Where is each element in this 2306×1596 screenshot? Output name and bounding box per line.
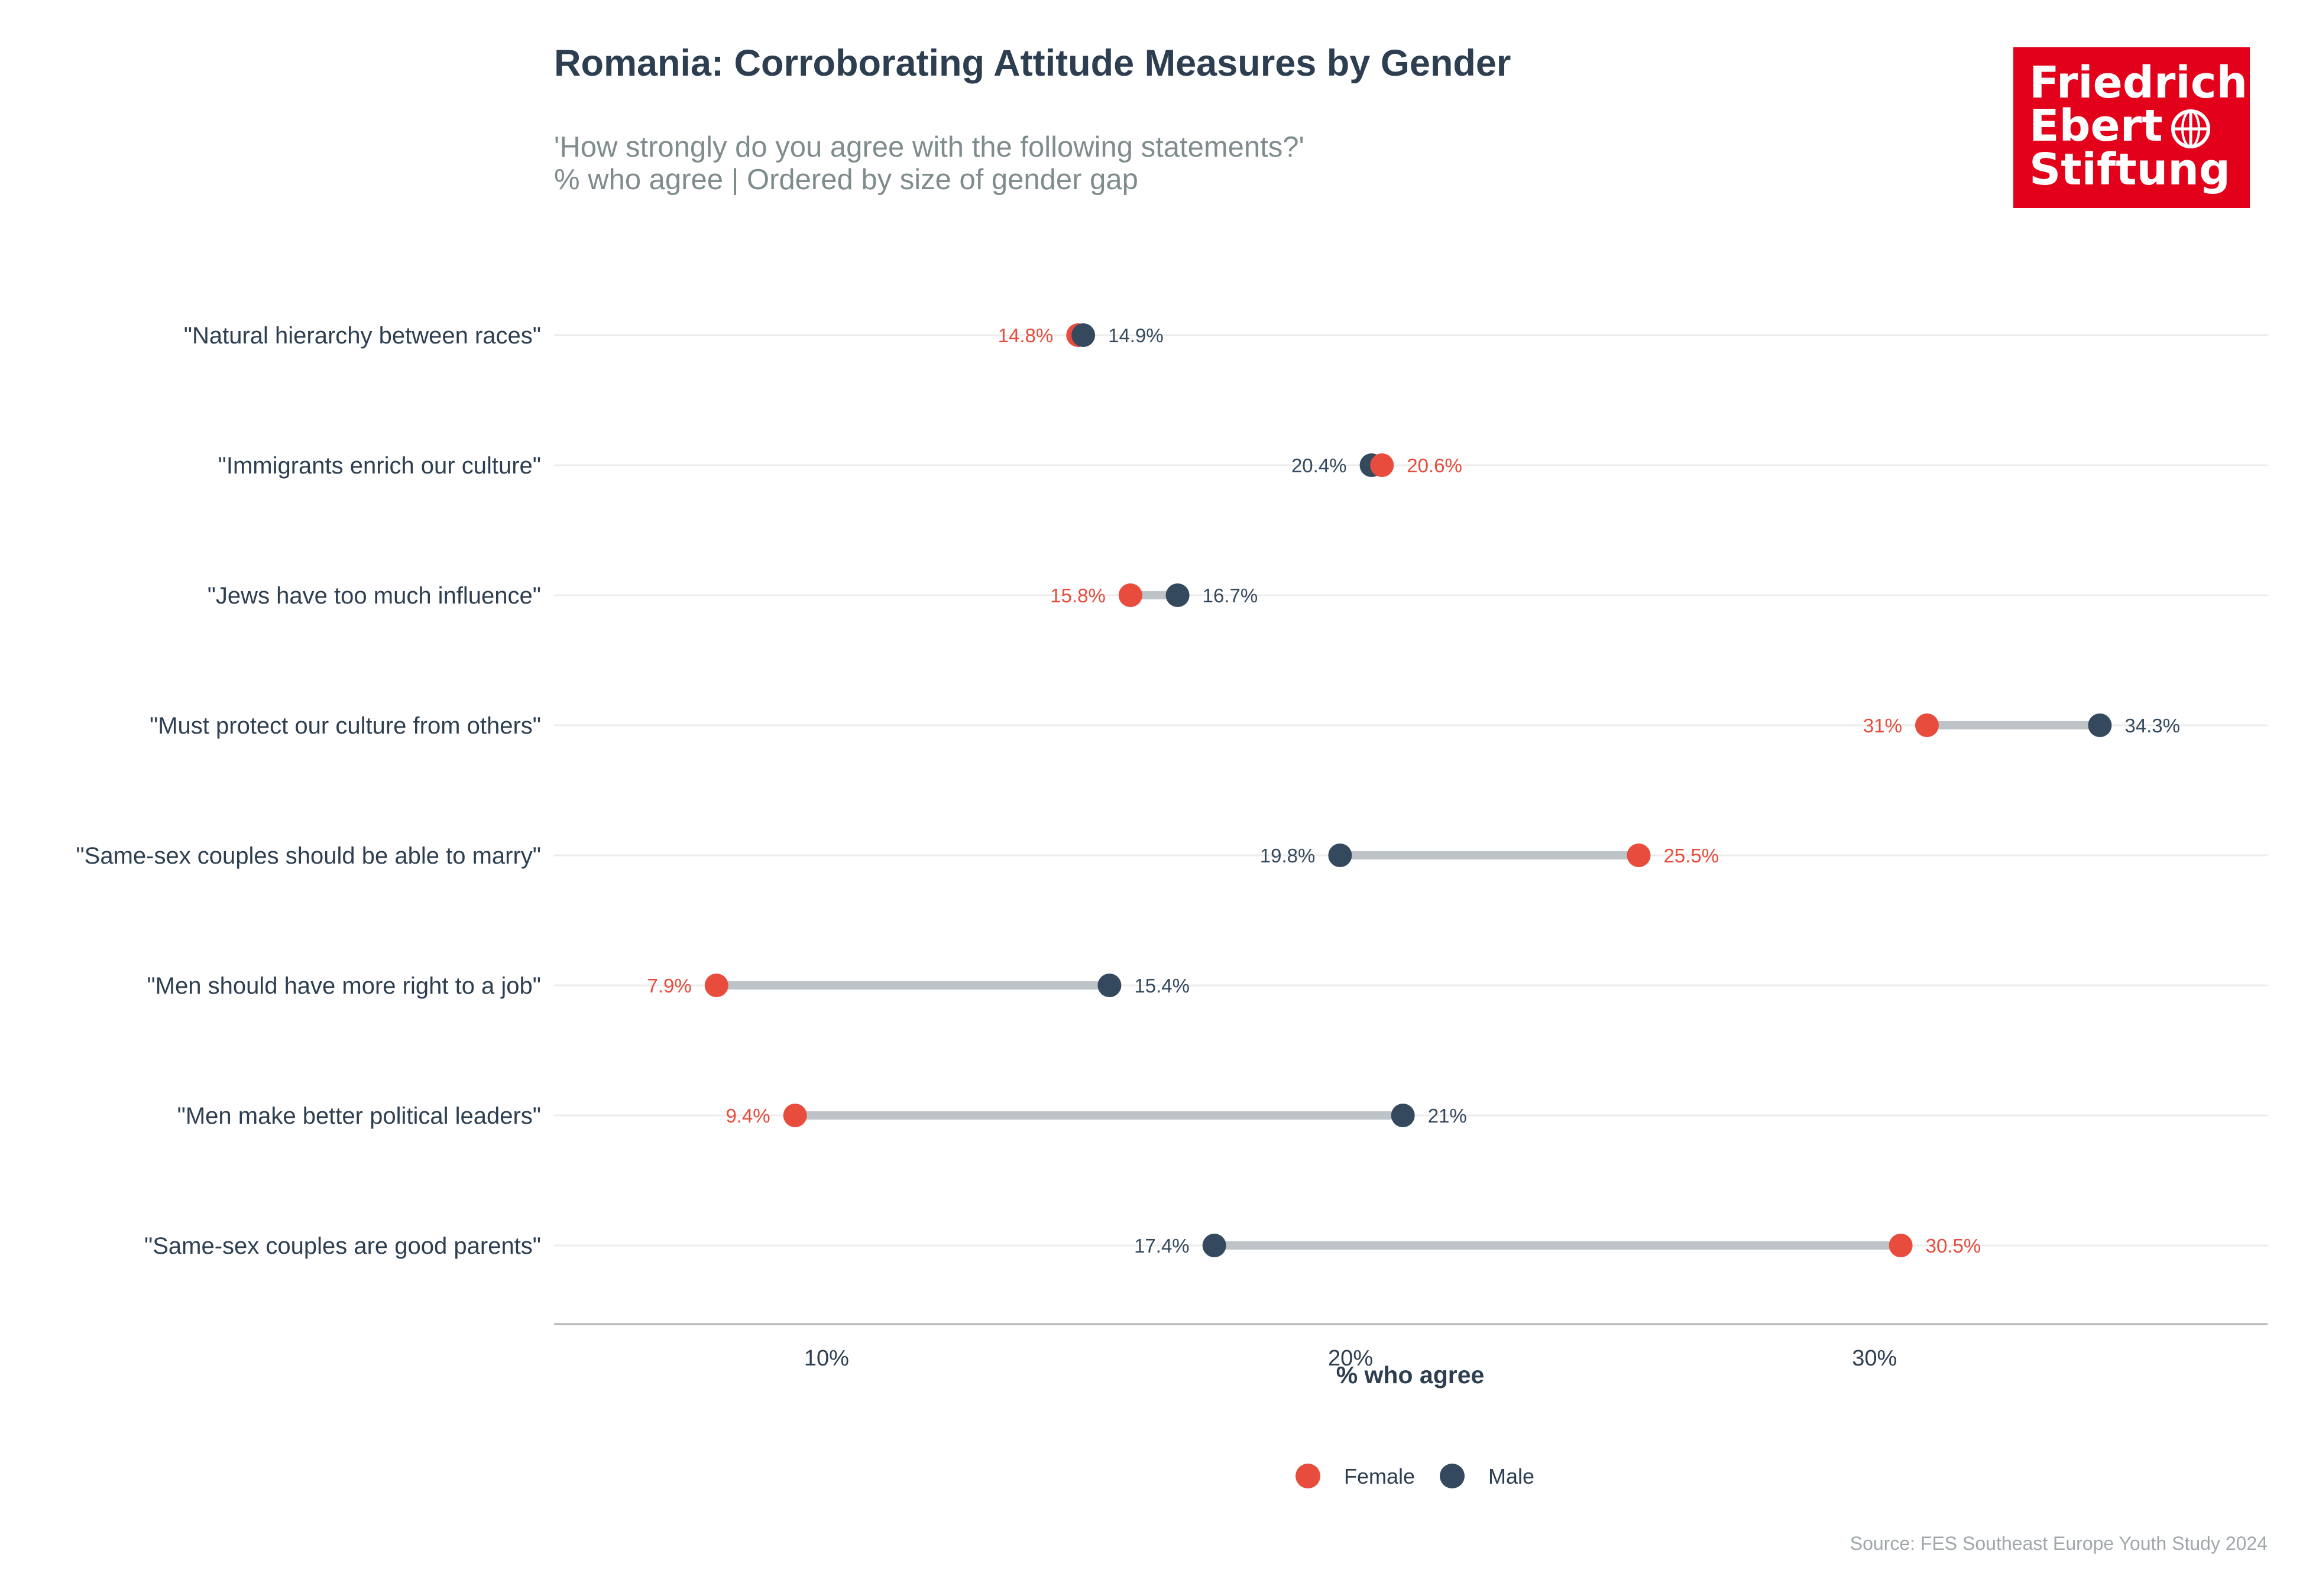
male-value-label: 17.4% (1134, 1235, 1190, 1257)
male-point (1097, 974, 1122, 997)
male-point (1391, 1104, 1415, 1127)
category-label: "Men should have more right to a job" (147, 973, 541, 999)
female-point (704, 974, 728, 997)
female-value-label: 14.8% (998, 325, 1054, 346)
male-value-label: 14.9% (1108, 325, 1164, 346)
female-value-label: 20.6% (1407, 455, 1462, 476)
male-value-label: 19.8% (1260, 845, 1316, 867)
female-point (1118, 583, 1142, 607)
male-point (1071, 323, 1096, 347)
female-value-label: 15.8% (1050, 585, 1106, 606)
category-label: "Same-sex couples are good parents" (144, 1233, 541, 1259)
plot-area: 10% 20% 30% "Natural hierarchy between race… (76, 323, 2268, 1371)
female-point (1915, 713, 1939, 737)
legend-marker-female (1295, 1464, 1320, 1488)
logo-text-line3: Stiftung (2029, 144, 2230, 195)
category-label: "Natural hierarchy between races" (184, 323, 541, 349)
category-label: "Same-sex couples should be able to marr… (76, 843, 541, 869)
category-label: "Jews have too much influence" (208, 583, 541, 609)
female-point (1889, 1234, 1913, 1257)
chart-subtitle-line2: % who agree | Ordered by size of gender … (554, 164, 1138, 196)
x-tick-label: 20% (1328, 1346, 1373, 1371)
male-point (1202, 1234, 1226, 1257)
category-label: "Men make better political leaders" (177, 1103, 541, 1129)
x-axis-title: % who agree (1336, 1361, 1485, 1389)
fes-logo: Friedrich Ebert Stiftung (2013, 47, 2250, 208)
male-point (1328, 844, 1352, 867)
female-value-label: 31% (1863, 715, 1902, 737)
female-point (1627, 844, 1651, 867)
female-value-label: 25.5% (1664, 845, 1719, 867)
x-tick-label: 10% (804, 1346, 849, 1371)
source-caption: Source: FES Southeast Europe Youth Study… (1850, 1533, 2268, 1554)
male-value-label: 16.7% (1203, 585, 1258, 606)
legend-marker-male (1440, 1464, 1465, 1488)
category-label: "Immigrants enrich our culture" (218, 453, 541, 479)
logo-text-line1: Friedrich (2029, 57, 2247, 108)
male-point (2088, 713, 2112, 737)
male-value-label: 20.4% (1291, 455, 1347, 476)
female-value-label: 30.5% (1926, 1235, 1981, 1257)
female-point (1370, 453, 1394, 477)
logo-background (2013, 47, 2250, 208)
logo-text-line2: Ebert (2029, 100, 2163, 151)
male-value-label: 15.4% (1134, 975, 1190, 997)
globe-icon (2171, 109, 2210, 148)
female-value-label: 9.4% (726, 1105, 770, 1127)
legend-label-female: Female (1344, 1464, 1415, 1488)
female-point (783, 1104, 807, 1127)
x-tick-label: 30% (1852, 1346, 1897, 1371)
chart-subtitle-line1: 'How strongly do you agree with the foll… (554, 131, 1304, 163)
legend: Female Male (1295, 1464, 1534, 1488)
male-point (1165, 583, 1190, 607)
legend-label-male: Male (1488, 1464, 1534, 1488)
chart-title: Romania: Corroborating Attitude Measures… (554, 43, 1511, 84)
category-label: "Must protect our culture from others" (150, 713, 541, 739)
female-value-label: 7.9% (647, 975, 692, 997)
male-value-label: 34.3% (2124, 715, 2180, 737)
male-value-label: 21% (1428, 1105, 1467, 1127)
